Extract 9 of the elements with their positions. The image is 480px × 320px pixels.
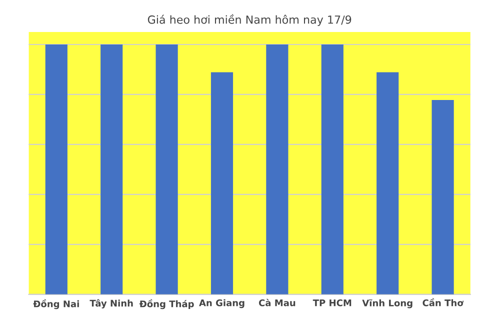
x-tick-label: Đồng Tháp xyxy=(139,299,194,310)
x-tick-label: Vĩnh Long xyxy=(362,299,412,308)
chart-title: Giá heo hơi miền Nam hôm nay 17/9 xyxy=(148,14,352,26)
x-tick-label: An Giang xyxy=(199,299,244,308)
x-tick-label: Đồng Nai xyxy=(33,299,79,310)
x-tick-label: TP HCM xyxy=(312,299,352,306)
x-tick-label: Cà Mau xyxy=(258,298,296,306)
x-tick-label: Tây Ninh xyxy=(90,299,133,308)
x-tick-label: Cần Thơ xyxy=(422,298,464,306)
